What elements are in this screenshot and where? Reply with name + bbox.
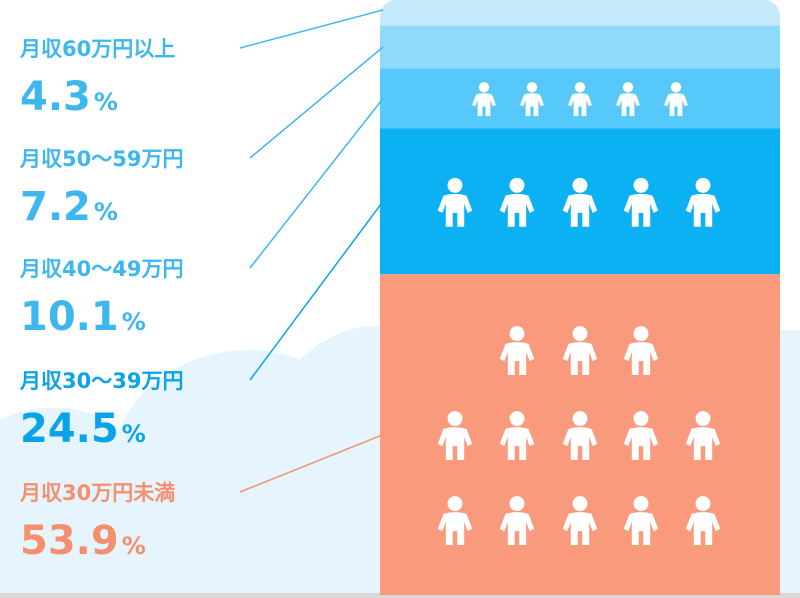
value-number: 24.5 [20,406,119,452]
leader-line [249,98,384,269]
body [562,512,598,545]
value-number: 7.2 [20,184,91,230]
body [437,427,473,460]
category-label: 月収50～59万円 [19,147,183,171]
head [572,496,588,512]
body [499,427,535,460]
body [685,193,721,227]
body [664,93,688,117]
body [616,93,640,117]
person-icon [520,82,544,117]
value-number: 4.3 [20,74,91,120]
value-unit: % [122,420,146,448]
person-icon [499,177,535,227]
head [447,411,463,427]
body [437,512,473,545]
head [670,82,682,93]
head [572,326,588,342]
head [509,411,525,427]
body [568,93,592,117]
body [499,193,535,227]
person-icon [499,496,535,545]
head [633,411,649,427]
leader-line [239,433,384,493]
head [622,82,634,93]
head [509,496,525,512]
baseline [0,593,800,598]
value-unit: % [122,532,146,560]
category-label: 月収30～39万円 [19,369,183,393]
value-number: 10.1 [20,294,119,340]
person-icon [499,411,535,460]
segment [380,25,780,69]
person-icon [437,411,473,460]
body [499,342,535,375]
person-icon [562,177,598,227]
leader-line [249,200,384,381]
head [572,177,588,193]
head [447,177,463,193]
leader-line [239,9,384,49]
head [447,496,463,512]
body [472,93,496,117]
category-label: 月収60万円以上 [19,37,175,61]
person-icon [437,496,473,545]
body [562,427,598,460]
person-icon [664,82,688,117]
head [633,496,649,512]
body [623,512,659,545]
head [695,177,711,193]
person-icon [623,496,659,545]
person-icon [499,326,535,375]
value-unit: % [122,308,146,336]
segment [380,0,780,26]
head [633,177,649,193]
value-label: 4.3% [20,74,118,120]
value-unit: % [94,198,118,226]
person-icon [685,177,721,227]
body [685,512,721,545]
body [562,193,598,227]
body [623,427,659,460]
value-label: 24.5% [20,406,146,452]
person-icon [623,326,659,375]
body [520,93,544,117]
person-icon [472,82,496,117]
person-icon [562,496,598,545]
head [478,82,490,93]
head [574,82,586,93]
body [437,193,473,227]
body [623,193,659,227]
value-label: 53.9% [20,518,146,564]
head [526,82,538,93]
person-icon [562,326,598,375]
head [695,411,711,427]
value-label: 7.2% [20,184,118,230]
person-icon [437,177,473,227]
body [623,342,659,375]
head [572,411,588,427]
body [685,427,721,460]
category-label: 月収30万円未満 [19,481,175,505]
person-icon [685,496,721,545]
person-icon [562,411,598,460]
value-unit: % [94,88,118,116]
person-icon [623,177,659,227]
person-icon [685,411,721,460]
person-icon [616,82,640,117]
value-label: 10.1% [20,294,146,340]
person-icon [568,82,592,117]
body [499,512,535,545]
head [509,177,525,193]
head [633,326,649,342]
head [695,496,711,512]
head [509,326,525,342]
leader-line [249,46,384,159]
value-number: 53.9 [20,518,119,564]
body [562,342,598,375]
person-icon [623,411,659,460]
category-label: 月収40～49万円 [19,257,183,281]
